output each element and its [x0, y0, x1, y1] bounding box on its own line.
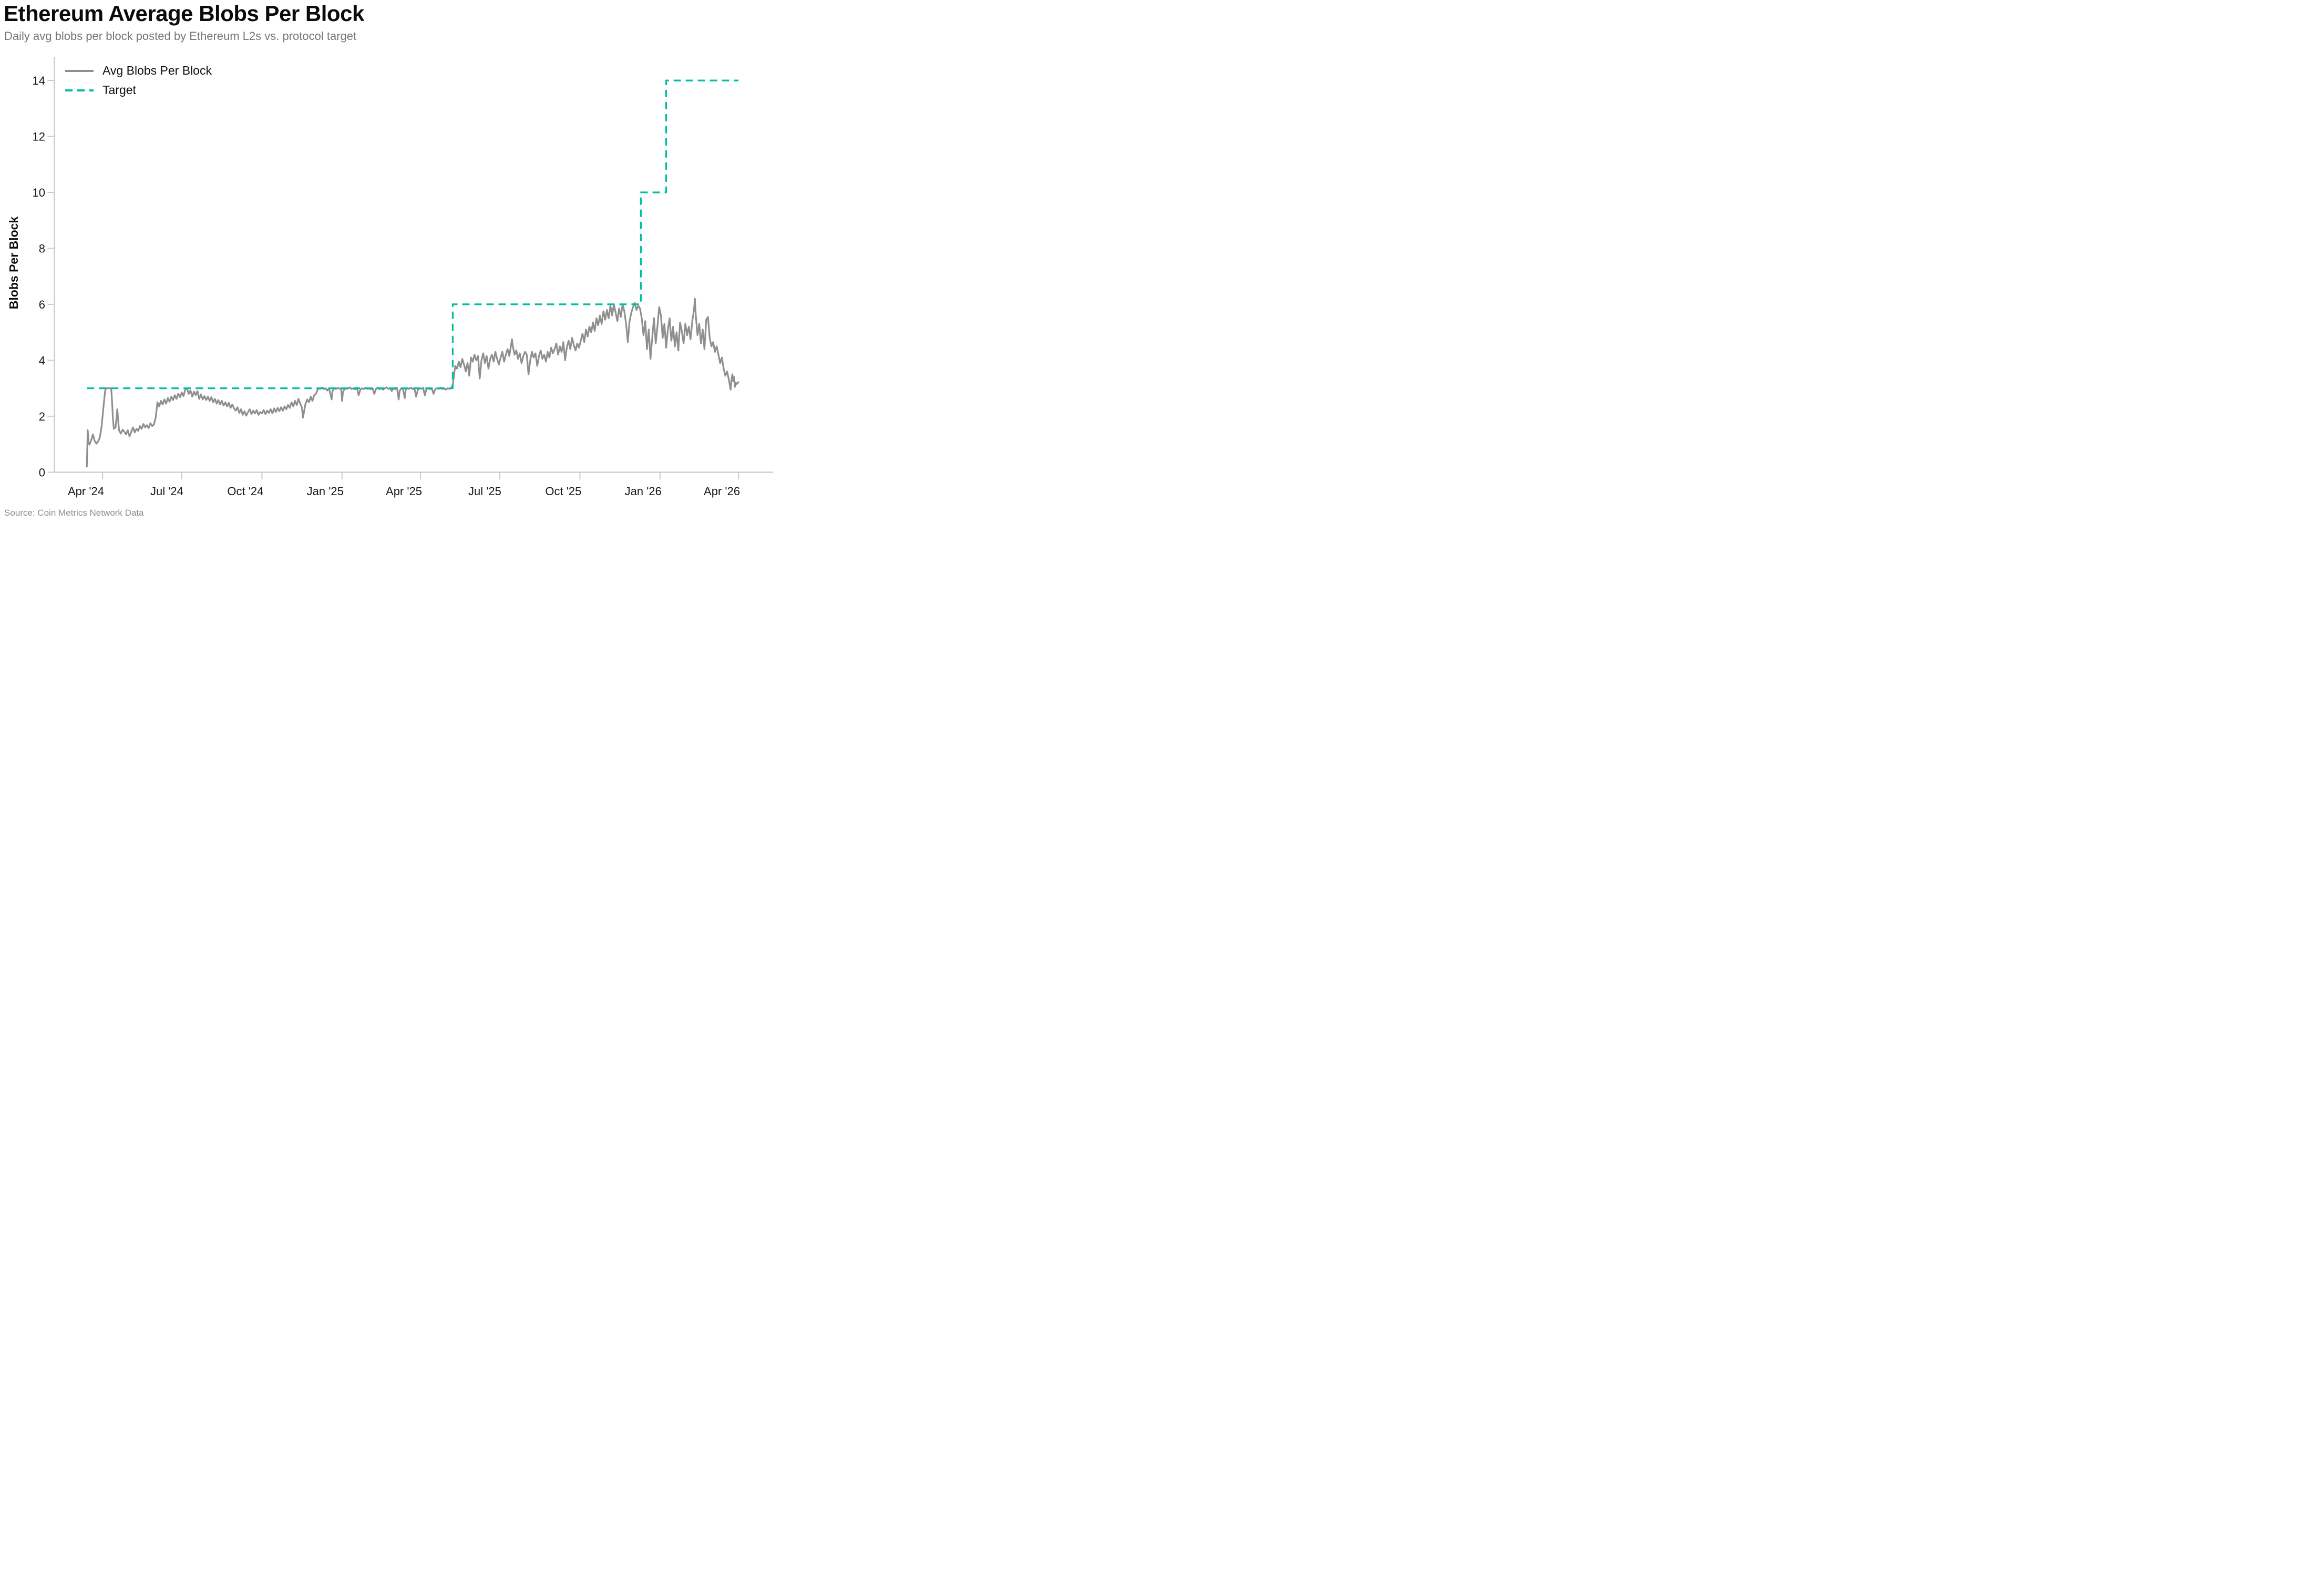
y-tick-label: 12: [33, 130, 45, 144]
y-tick-label: 0: [39, 466, 45, 479]
y-axis-title: Blobs Per Block: [7, 217, 20, 310]
x-tick-label: Apr '26: [704, 485, 740, 498]
x-tick-label: Jan '26: [625, 485, 662, 498]
legend-label-target: Target: [102, 83, 136, 97]
page-title: Ethereum Average Blobs Per Block: [4, 1, 364, 26]
x-tick-label: Jan '25: [307, 485, 344, 498]
chart-legend: Avg Blobs Per Block Target: [65, 61, 212, 100]
x-tick-label: Apr '24: [68, 485, 104, 498]
legend-item-target: Target: [65, 80, 212, 100]
legend-item-avg-blobs: Avg Blobs Per Block: [65, 61, 212, 80]
y-tick-label: 2: [39, 410, 45, 423]
avg-blobs-line-swatch-icon: [65, 69, 94, 72]
y-tick-label: 8: [39, 242, 45, 255]
y-tick-label: 14: [33, 74, 45, 87]
x-tick-label: Oct '24: [227, 485, 263, 498]
avg-blobs-line: [86, 298, 739, 468]
chart-figure: Ethereum Average Blobs Per Block Daily a…: [0, 0, 775, 526]
target-line-swatch-icon: [65, 89, 94, 91]
source-attribution: Source: Coin Metrics Network Data: [4, 508, 144, 518]
legend-label-avg-blobs: Avg Blobs Per Block: [102, 64, 212, 77]
y-tick-label: 6: [39, 298, 45, 311]
y-tick-label: 4: [39, 354, 45, 367]
chart-plot-area: 0 2 4 6 8 10 12 14 Apr '24 Jul '24 Oct '24 Jan '25 A…: [7, 57, 773, 498]
chart-subtitle: Daily avg blobs per block posted by Ethe…: [4, 29, 357, 43]
x-tick-label: Oct '25: [545, 485, 581, 498]
x-tick-label: Jul '25: [468, 485, 501, 498]
x-tick-label: Apr '25: [386, 485, 422, 498]
x-tick-label: Jul '24: [150, 485, 183, 498]
target-line: [87, 79, 739, 390]
y-tick-label: 10: [33, 186, 45, 199]
